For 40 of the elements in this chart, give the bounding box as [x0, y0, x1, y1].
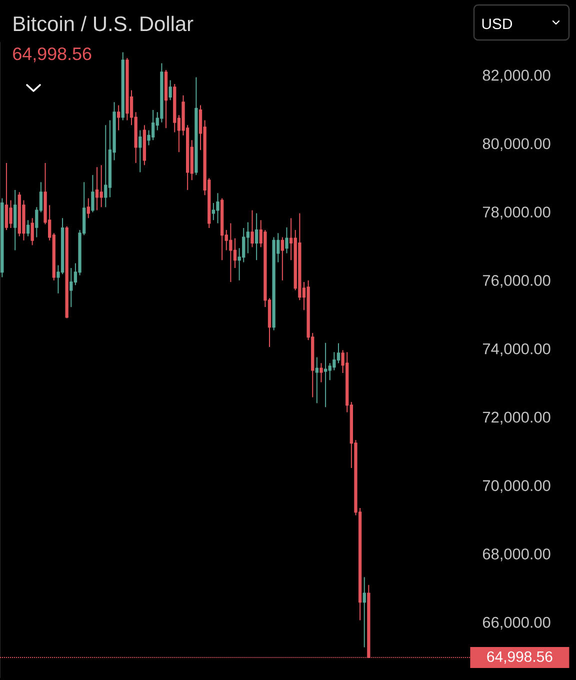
y-tick-label: 66,000.00 — [482, 616, 550, 630]
chart-subtitle: 64,998.56 — [13, 47, 92, 62]
candlestick — [86, 198, 90, 219]
y-tick-label: 76,000.00 — [482, 274, 550, 288]
y-tick-label: 82,000.00 — [482, 70, 550, 83]
ref-line-label: 64,998.56 — [487, 651, 552, 664]
candlestick — [324, 342, 328, 408]
candlestick — [100, 164, 103, 208]
candlestick — [168, 80, 172, 101]
candlestick — [254, 212, 258, 261]
candlestick — [194, 76, 198, 176]
candlestick — [272, 236, 276, 331]
candlestick — [126, 58, 129, 121]
candlestick — [95, 166, 99, 211]
candlestick — [250, 210, 254, 248]
y-tick-label: 72,000.00 — [482, 412, 550, 424]
y-tick-label: 78,000.00 — [482, 206, 550, 220]
candlestick — [216, 192, 220, 224]
y-tick-label: 68,000.00 — [482, 548, 550, 562]
candlestick — [315, 356, 319, 404]
candlestick — [26, 220, 30, 237]
candlestick — [138, 130, 142, 173]
candlestick — [104, 124, 108, 208]
candlestick — [229, 222, 232, 283]
candlestick — [4, 162, 8, 231]
y-tick-label: 70,000.00 — [482, 480, 550, 493]
candlestick — [164, 70, 168, 129]
y-tick-label: 80,000.00 — [482, 138, 550, 151]
candlestick — [117, 104, 120, 131]
text: USD — [482, 18, 512, 30]
candlestick — [30, 218, 34, 246]
candlestick — [220, 198, 224, 261]
candlestick — [280, 236, 284, 281]
y-tick-label: 74,000.00 — [482, 343, 550, 356]
candlestick — [14, 190, 17, 251]
candlestick — [91, 174, 94, 213]
candlestick — [362, 576, 366, 648]
candlestick — [285, 226, 288, 254]
candlestick — [320, 362, 323, 383]
chart-title: Bitcoin / U.S. Dollar — [14, 16, 194, 32]
